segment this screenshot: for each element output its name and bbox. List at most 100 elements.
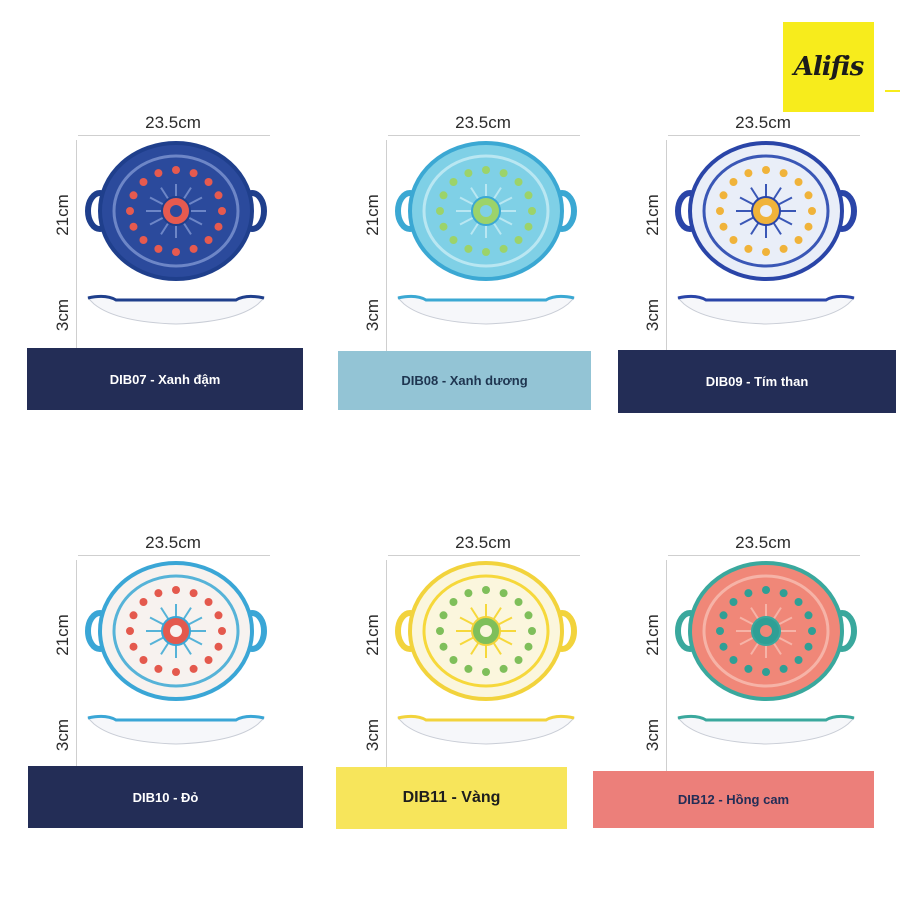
plate-motif-dot <box>139 655 148 664</box>
width-dimension-label: 23.5cm <box>735 533 791 552</box>
plate-motif-dot <box>204 235 213 244</box>
plate-motif-dot <box>762 586 770 594</box>
plate-motif-dot <box>794 178 803 187</box>
width-dimension-line <box>388 135 580 136</box>
plate-motif-dot <box>719 611 728 620</box>
plate-motif-dot <box>528 207 536 215</box>
plate-motif-dot <box>794 598 803 607</box>
plate-side-rim <box>397 294 575 302</box>
brand-logo-text: Alifis <box>793 52 865 82</box>
plate-motif-dot <box>482 166 490 174</box>
product-caption: DIB10 - Đỏ <box>28 766 303 828</box>
plate-motif-dot <box>762 248 770 256</box>
plate-motif-dot <box>762 166 770 174</box>
depth-dimension-label: 3cm <box>363 298 382 332</box>
plate-motif-dot <box>719 222 728 231</box>
plate-side-view-image <box>87 714 265 745</box>
plate-motif-dot <box>482 668 490 676</box>
plate-motif-dot <box>804 191 813 200</box>
plate-motif-dot <box>139 235 148 244</box>
plate-motif-dot <box>218 627 226 635</box>
depth-dimension-label: 3cm <box>363 718 382 752</box>
height-dimension-label: 21cm <box>53 194 72 236</box>
product-caption: DIB08 - Xanh dương <box>338 351 591 410</box>
height-dimension-line <box>666 140 667 375</box>
width-dimension-label: 23.5cm <box>455 533 511 552</box>
plate-motif-dot <box>716 627 724 635</box>
plate-motif-dot <box>214 222 223 231</box>
plate-band-outer <box>112 154 240 268</box>
plate-side-view-image <box>87 294 265 325</box>
plate-motif-dot <box>129 191 138 200</box>
plate-motif-dot <box>172 586 180 594</box>
plate-center-dot <box>480 625 492 637</box>
width-dimension-label: 23.5cm <box>145 533 201 552</box>
plate-motif-dot <box>729 598 738 607</box>
plate-motif-dot <box>762 668 770 676</box>
brand-logo: Alifis <box>783 22 874 112</box>
plate-center-dot <box>760 205 772 217</box>
plate-motif-dot <box>779 589 788 598</box>
plate-motif-dot <box>189 169 198 178</box>
depth-dimension-label: 3cm <box>53 298 72 332</box>
width-dimension-label: 23.5cm <box>455 113 511 132</box>
plate-motif-dot <box>189 589 198 598</box>
plate-motif-dot <box>524 222 533 231</box>
plate-motif-dot <box>499 664 508 673</box>
plate-motif-dot <box>204 598 213 607</box>
plate-motif-dot <box>464 664 473 673</box>
plate-motif-dot <box>126 207 134 215</box>
depth-dimension-label: 3cm <box>643 718 662 752</box>
plate-motif-dot <box>214 611 223 620</box>
plate-top-view-image <box>675 141 857 281</box>
plate-top-view-image <box>395 561 577 701</box>
plate-motif-dot <box>808 207 816 215</box>
height-dimension-label: 21cm <box>643 194 662 236</box>
plate-motif-dot <box>439 611 448 620</box>
depth-dimension-label: 3cm <box>53 718 72 752</box>
plate-motif-dot <box>204 655 213 664</box>
plate-top-view-image <box>85 561 267 701</box>
plate-motif-dot <box>439 191 448 200</box>
plate-top-view-image <box>395 141 577 281</box>
plate-motif-dot <box>499 244 508 253</box>
plate-motif-dot <box>189 664 198 673</box>
plate-motif-dot <box>129 642 138 651</box>
plate-motif-dot <box>154 169 163 178</box>
plate-side-view-image <box>677 294 855 325</box>
height-dimension-label: 21cm <box>363 614 382 656</box>
plate-motif-dot <box>719 642 728 651</box>
plate-motif-dot <box>719 191 728 200</box>
plate-motif-dot <box>464 244 473 253</box>
plate-motif-dot <box>528 627 536 635</box>
plate-motif-dot <box>744 589 753 598</box>
plate-motif-dot <box>804 642 813 651</box>
plate-motif-dot <box>514 655 523 664</box>
plate-motif-dot <box>744 244 753 253</box>
plate-motif-dot <box>129 611 138 620</box>
plate-band-outer <box>702 574 830 688</box>
plate-side-view-image <box>397 714 575 745</box>
plate-motif-dot <box>172 668 180 676</box>
width-dimension-line <box>78 135 270 136</box>
plate-side-rim <box>677 294 855 302</box>
plate-top-view-image <box>85 141 267 281</box>
plate-motif-dot <box>729 178 738 187</box>
plate-band-outer <box>422 574 550 688</box>
plate-motif-dot <box>499 589 508 598</box>
plate-motif-dot <box>436 627 444 635</box>
width-dimension-line <box>388 555 580 556</box>
plate-center-dot <box>170 205 182 217</box>
plate-motif-dot <box>172 166 180 174</box>
plate-side-rim <box>87 294 265 302</box>
width-dimension-line <box>668 135 860 136</box>
plate-motif-dot <box>436 207 444 215</box>
plate-motif-dot <box>779 664 788 673</box>
plate-motif-dot <box>524 191 533 200</box>
plate-band-outer <box>112 574 240 688</box>
plate-motif-dot <box>189 244 198 253</box>
product-caption: DIB11 - Vàng <box>336 767 567 829</box>
plate-side-view-image <box>677 714 855 745</box>
plate-motif-dot <box>514 178 523 187</box>
plate-motif-dot <box>218 207 226 215</box>
